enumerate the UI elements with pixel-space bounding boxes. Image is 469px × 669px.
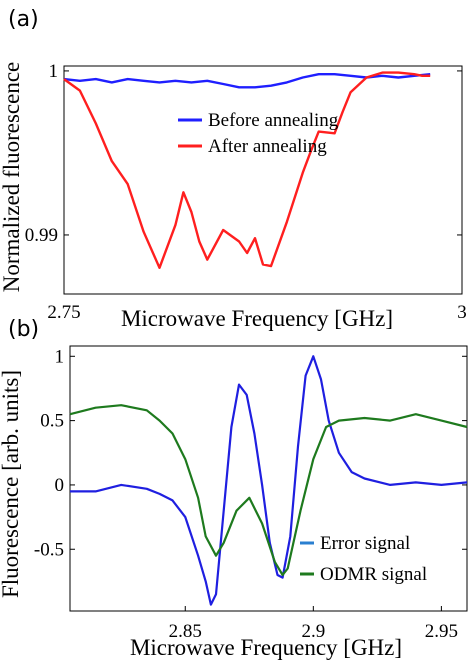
panel-a-x-tick-label: 2.75 [47, 302, 80, 323]
panel-a-x-tick-label: 3 [457, 302, 467, 323]
panel-b-plot-frame [69, 345, 468, 612]
panel-a-ticks: 2.75 3 1 0.99 [25, 61, 467, 323]
panel-b: (b) Fluorescence [arb. units] Microwave … [0, 317, 468, 660]
panel-b-ticks: 2.85 2.9 2.95 1 0.5 0 -0.5 [34, 346, 467, 642]
panel-b-y-tick-label: -0.5 [34, 539, 64, 560]
panel-a-y-axis-label: Normalized fluorescence [0, 62, 24, 293]
panel-b-series-2-line [69, 404, 468, 577]
panel-a: (a) Normalized fluorescence Microwave Fr… [0, 7, 467, 331]
panel-a-series-1-line [63, 72, 431, 89]
panel-b-y-tick-label: 0 [55, 475, 65, 496]
panel-a-series-2-line [63, 71, 431, 269]
panel-b-x-tick-label: 2.85 [169, 621, 202, 642]
panel-b-legend-label: Error signal [320, 533, 410, 554]
panel-b-legend-label: ODMR signal [320, 564, 427, 585]
panel-a-y-tick-label: 1 [49, 61, 59, 82]
panel-b-x-tick-label: 2.95 [425, 621, 458, 642]
panel-b-y-axis-label: Fluorescence [arb. units] [0, 370, 23, 598]
panel-b-label: (b) [8, 317, 39, 342]
panel-a-x-axis-label: Microwave Frequency [GHz] [121, 306, 393, 331]
panel-a-legend: Before annealing After annealing [178, 110, 339, 157]
panel-b-y-tick-label: 0.5 [40, 411, 64, 432]
panel-b-x-axis-label: Microwave Frequency [GHz] [130, 635, 402, 660]
panel-a-label: (a) [8, 7, 39, 32]
panel-a-series [63, 71, 431, 269]
panel-a-y-tick-label: 0.99 [25, 225, 58, 246]
panel-b-series [69, 355, 468, 606]
panel-a-plot-frame [63, 65, 463, 295]
panel-b-x-tick-label: 2.9 [301, 621, 325, 642]
panel-a-legend-label: Before annealing [208, 110, 339, 131]
panel-b-series-1-line [70, 355, 468, 606]
panel-b-y-tick-label: 1 [55, 346, 65, 367]
panel-b-legend: Error signal ODMR signal [300, 533, 427, 585]
panel-a-legend-label: After annealing [208, 136, 327, 157]
